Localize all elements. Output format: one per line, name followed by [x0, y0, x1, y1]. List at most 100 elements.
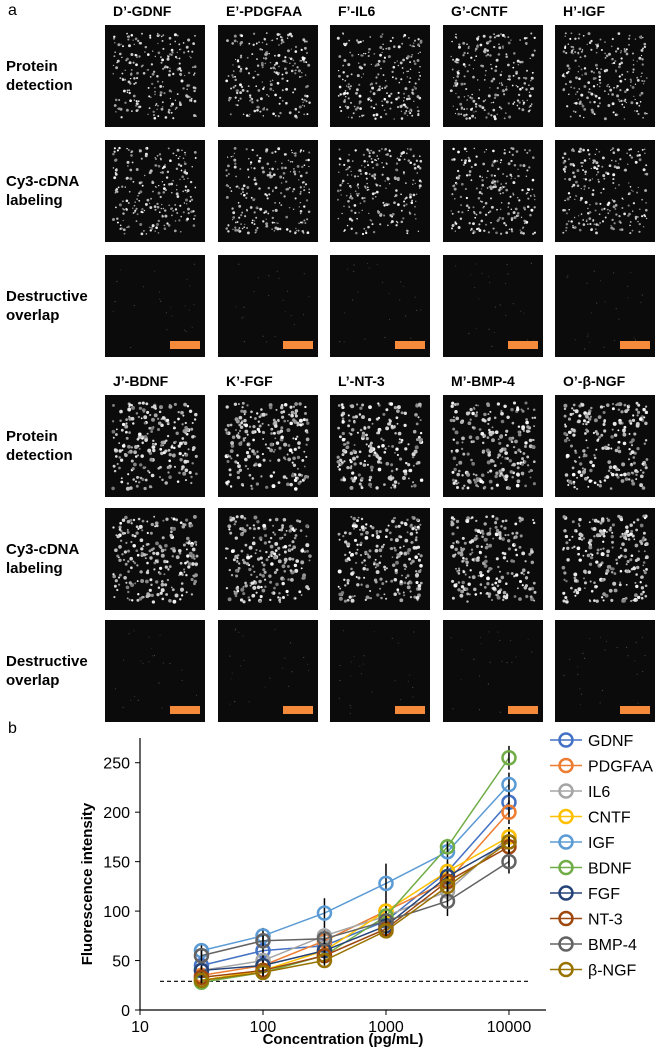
speckle: [451, 193, 453, 195]
speckle: [589, 521, 591, 523]
speckle: [410, 45, 411, 46]
speckle: [633, 462, 636, 465]
speckle: [258, 463, 262, 467]
speckle: [243, 424, 245, 426]
speckle: [348, 414, 350, 416]
speckle: [518, 199, 520, 201]
speckle: [235, 176, 237, 178]
speckle: [619, 582, 621, 584]
speckle: [481, 273, 482, 274]
speckle: [293, 464, 296, 467]
speckle: [118, 147, 120, 149]
speckle: [627, 655, 628, 656]
speckle: [338, 172, 339, 173]
speckle: [466, 197, 468, 199]
speckle: [394, 176, 397, 179]
speckle: [149, 414, 151, 416]
speckle: [496, 219, 499, 222]
speckle: [621, 462, 625, 466]
speckle: [520, 229, 521, 230]
speckle: [413, 194, 416, 197]
speckle: [270, 62, 271, 63]
speckle: [169, 467, 171, 469]
speckle: [611, 219, 613, 221]
speckle: [368, 51, 370, 53]
speckle: [487, 423, 489, 425]
speckle: [246, 186, 249, 189]
speckle: [383, 483, 386, 486]
speckle: [587, 223, 589, 225]
speckle: [511, 230, 513, 232]
speckle: [611, 160, 612, 161]
speckle: [593, 535, 595, 537]
speckle: [128, 405, 130, 407]
speckle: [578, 456, 580, 458]
speckle: [274, 94, 277, 97]
speckle: [275, 62, 278, 65]
speckle: [136, 485, 139, 488]
speckle: [598, 224, 600, 226]
speckle: [642, 671, 643, 672]
speckle: [191, 51, 193, 53]
speckle: [338, 148, 340, 150]
speckle: [514, 522, 517, 525]
speckle: [393, 118, 395, 120]
speckle: [407, 443, 409, 445]
speckle: [570, 445, 573, 448]
speckle: [290, 578, 294, 582]
speckle: [590, 416, 592, 418]
speckle: [265, 413, 267, 415]
speckle: [258, 421, 260, 423]
speckle: [274, 64, 276, 66]
speckle: [284, 658, 285, 659]
speckle: [601, 517, 604, 520]
speckle: [146, 521, 148, 523]
speckle: [277, 33, 280, 36]
speckle: [523, 220, 526, 223]
speckle: [585, 178, 587, 180]
speckle: [599, 213, 601, 215]
scale-bar: [395, 706, 425, 714]
speckle: [188, 212, 190, 214]
speckle: [584, 72, 587, 75]
speckle: [404, 97, 405, 98]
speckle: [255, 85, 257, 87]
speckle: [390, 547, 393, 550]
speckle: [457, 170, 459, 172]
speckle: [512, 85, 514, 87]
speckle: [193, 515, 197, 519]
speckle: [149, 458, 153, 462]
speckle: [400, 78, 402, 80]
speckle: [159, 405, 163, 409]
speckle: [128, 416, 130, 418]
speckle: [388, 293, 389, 294]
speckle: [141, 65, 143, 67]
speckle: [574, 226, 577, 229]
speckle: [615, 449, 618, 452]
speckle: [413, 465, 415, 467]
speckle: [573, 87, 575, 89]
speckle: [248, 568, 251, 571]
speckle: [493, 33, 495, 35]
speckle: [528, 149, 530, 151]
speckle: [115, 66, 118, 69]
speckle: [404, 112, 407, 115]
speckle: [607, 84, 608, 85]
speckle: [642, 48, 644, 50]
speckle: [255, 552, 257, 554]
speckle: [531, 263, 532, 264]
speckle: [118, 107, 121, 110]
speckle: [525, 42, 528, 45]
speckle: [521, 472, 525, 476]
speckle: [596, 585, 598, 587]
speckle: [157, 105, 158, 106]
speckle: [158, 51, 161, 54]
speckle: [127, 520, 131, 524]
speckle: [292, 540, 295, 543]
speckle: [287, 420, 289, 422]
speckle: [582, 653, 583, 654]
speckle: [416, 596, 420, 600]
speckle: [294, 232, 296, 234]
speckle: [457, 541, 460, 544]
